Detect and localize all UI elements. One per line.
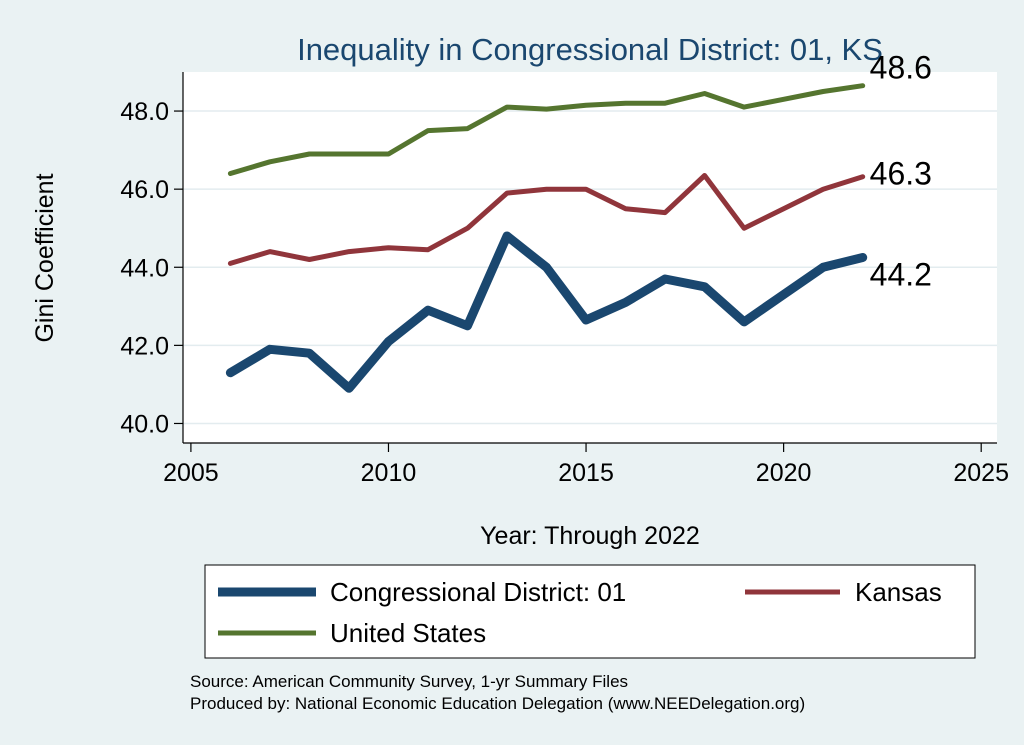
y-tick-label: 46.0 (120, 176, 169, 204)
grid-lines (183, 110, 997, 425)
legend-label-kansas: Kansas (855, 577, 942, 607)
series-lines (225, 83, 868, 393)
axes (182, 72, 997, 444)
chart-title: Inequality in Congressional District: 01… (297, 32, 883, 67)
producer-note: Produced by: National Economic Education… (190, 694, 805, 713)
y-tick-label: 40.0 (120, 410, 169, 438)
x-tick-label: 2010 (361, 459, 417, 487)
x-tick-label: 2025 (953, 459, 1009, 487)
end-label-united-states: 48.6 (870, 50, 932, 86)
y-axis-label: Gini Coefficient (31, 173, 59, 342)
end-label-kansas: 46.3 (870, 156, 932, 192)
end-labels: 44.2 46.3 48.6 (870, 50, 932, 293)
series-line-united-states (227, 83, 866, 176)
x-tick-label: 2005 (163, 459, 219, 487)
series-line-kansas (227, 173, 866, 266)
x-ticks: 2005 2010 2015 2020 2025 (163, 443, 1009, 487)
legend-box (204, 564, 976, 659)
y-tick-label: 42.0 (120, 332, 169, 360)
y-tick-label: 48.0 (120, 98, 169, 126)
legend: Congressional District: 01 Kansas United… (204, 564, 976, 659)
x-tick-label: 2020 (756, 459, 812, 487)
x-tick-label: 2015 (558, 459, 614, 487)
y-ticks: 40.0 42.0 44.0 46.0 48.0 (120, 98, 183, 438)
end-label-congressional-district-01: 44.2 (870, 257, 932, 293)
x-axis-label: Year: Through 2022 (480, 522, 700, 550)
source-note: Source: American Community Survey, 1-yr … (190, 672, 628, 691)
legend-label-district: Congressional District: 01 (330, 577, 626, 607)
legend-label-us: United States (330, 618, 486, 648)
y-tick-label: 44.0 (120, 254, 169, 282)
series-line-congressional-district-01 (225, 231, 868, 393)
